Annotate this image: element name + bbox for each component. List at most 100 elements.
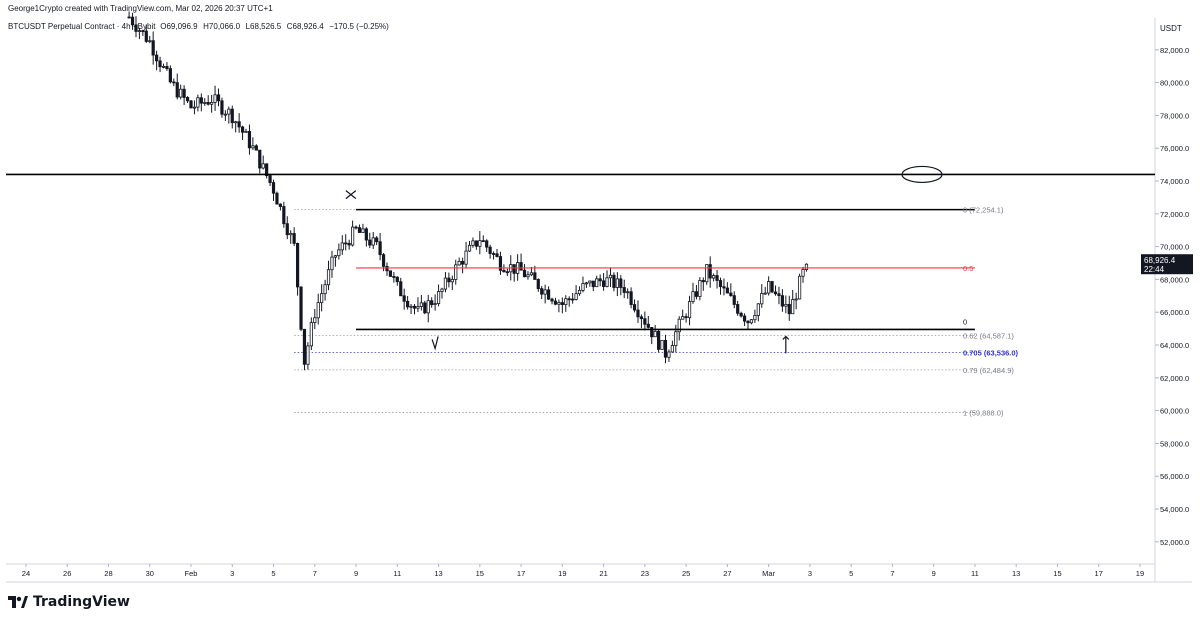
candle-down <box>742 315 747 322</box>
candle-up <box>574 293 578 300</box>
up-arrow-icon[interactable] <box>782 335 790 354</box>
candle-down <box>773 291 778 295</box>
candle-down <box>746 320 750 324</box>
candle-down <box>725 287 729 294</box>
candle-up <box>436 291 441 304</box>
candle-up <box>340 242 344 251</box>
tradingview-brand[interactable]: TradingView <box>8 594 130 610</box>
time-tick-label: 19 <box>558 569 566 578</box>
candle-down <box>722 286 726 289</box>
candle-down <box>461 260 465 265</box>
candle-up <box>557 302 561 305</box>
candle-up <box>330 256 334 271</box>
time-tick-label: 17 <box>517 569 525 578</box>
candle-down <box>299 286 303 330</box>
price-tick-label: 58,000.0 <box>1160 439 1189 448</box>
x-mark-icon[interactable] <box>345 190 357 200</box>
candle-up <box>440 288 444 292</box>
price-tick-label: 70,000.0 <box>1160 243 1189 252</box>
candle-down <box>629 291 633 305</box>
candle-up <box>670 345 674 353</box>
candle-up <box>210 101 214 105</box>
price-axis[interactable]: 52,000.0 54,000.0 56,000.0 58,000.0 60,000.0… <box>1155 46 1189 547</box>
candle-down <box>364 228 368 241</box>
candle-down <box>375 237 379 243</box>
candle-down <box>292 233 296 244</box>
candle-up <box>753 315 757 321</box>
candle-down <box>392 276 396 278</box>
candle-down <box>185 97 190 102</box>
candle-down <box>708 264 712 279</box>
candle-up <box>244 131 248 133</box>
time-tick-label: Mar <box>762 569 775 578</box>
candle-up <box>595 278 599 288</box>
candle-up <box>251 145 255 149</box>
annotations[interactable] <box>345 165 943 354</box>
candle-down <box>151 40 155 56</box>
fib-level-label: 0.5 <box>963 264 973 273</box>
candle-down <box>182 88 186 98</box>
candle-up <box>760 293 764 305</box>
drawn-levels[interactable] <box>6 173 1155 331</box>
candle-up <box>467 244 472 252</box>
candle-down <box>130 16 135 26</box>
candle-down <box>643 318 647 325</box>
time-tick-label: 17 <box>1095 569 1103 578</box>
candle-down <box>619 278 623 288</box>
candle-up <box>529 272 533 276</box>
candle-up <box>653 330 657 338</box>
candle-down <box>646 323 650 328</box>
price-tick-label: 54,000.0 <box>1160 505 1189 514</box>
candle-up <box>615 278 619 288</box>
candle-down <box>571 298 575 301</box>
ellipse-annotation[interactable] <box>901 165 943 184</box>
candle-down <box>399 281 403 297</box>
candle-down <box>736 304 740 314</box>
candle-up <box>687 301 692 319</box>
candle-up <box>763 292 767 295</box>
candle-down <box>395 276 399 283</box>
candle-down <box>488 246 492 254</box>
time-tick-label: 3 <box>230 569 234 578</box>
candle-up <box>234 121 238 124</box>
candle-down <box>540 288 544 295</box>
time-tick-label: 11 <box>971 569 979 578</box>
candle-up <box>464 250 468 265</box>
candle-up <box>457 260 461 266</box>
time-tick-label: 5 <box>271 569 275 578</box>
time-tick-label: 3 <box>808 569 812 578</box>
candle-up <box>192 106 197 109</box>
candle-down <box>533 272 537 280</box>
candle-down <box>295 242 300 288</box>
time-axis[interactable]: 24 26 28 30 Feb 3 5 7 9 11 13 15 17 19 21 23 25 27 Mar 3 5 7 9… <box>22 564 1144 578</box>
candle-up <box>804 263 809 270</box>
candle-down <box>237 121 241 128</box>
candle-up <box>756 303 760 316</box>
candle-down <box>447 277 451 283</box>
time-tick-label: 15 <box>1053 569 1061 578</box>
candle-up <box>794 298 798 301</box>
candle-down <box>141 30 145 33</box>
candle-down <box>220 100 224 115</box>
candle-up <box>323 284 327 295</box>
last-price-value: 68,926.4 <box>1144 256 1176 265</box>
time-tick-label: 7 <box>313 569 317 578</box>
check-mark-icon[interactable] <box>431 336 439 351</box>
candle-up <box>608 274 613 279</box>
candle-down <box>553 300 558 305</box>
candle-down <box>347 242 351 246</box>
candle-down <box>657 330 661 350</box>
candle-up <box>337 249 341 257</box>
time-tick-label: Feb <box>185 569 198 578</box>
candle-up <box>677 318 681 333</box>
candle-up <box>784 303 788 307</box>
candle-up <box>698 280 702 297</box>
candle-down <box>278 203 282 207</box>
price-tick-label: 52,000.0 <box>1160 538 1189 547</box>
candle-up <box>320 293 324 304</box>
candle-up <box>326 269 331 286</box>
candle-up <box>791 299 795 315</box>
candle-down <box>701 280 705 283</box>
candle-down <box>474 240 478 247</box>
